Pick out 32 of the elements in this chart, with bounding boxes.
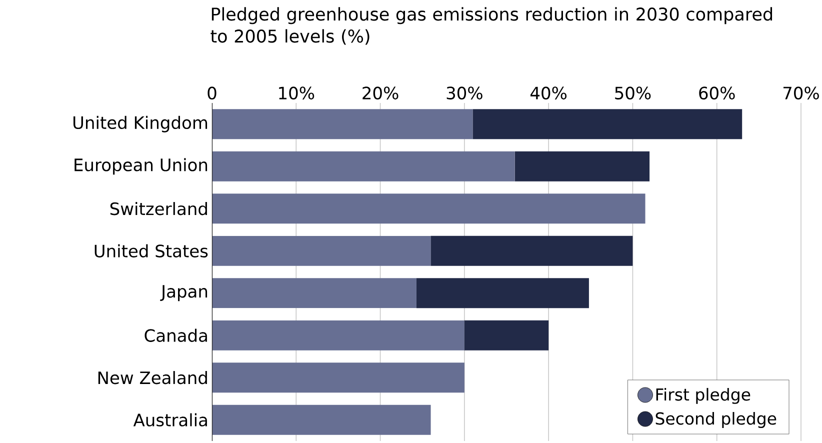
bar [464, 320, 549, 350]
y-tick-label: New Zealand [98, 371, 207, 384]
x-tick-label: 40% [530, 86, 567, 100]
x-tick-label: 50% [615, 86, 651, 100]
bar [212, 278, 416, 308]
bar [212, 404, 431, 435]
x-tick-label: 0 [208, 86, 216, 100]
legend-label: First pledge [656, 388, 750, 404]
x-tick-label: 30% [446, 86, 482, 100]
x-tick-label: 20% [362, 86, 398, 100]
y-tick-label: European Union [74, 158, 208, 175]
y-tick-label: Japan [160, 285, 208, 302]
x-tick-label: 70% [783, 86, 819, 100]
chart-title: Pledged greenhouse gas emissions reduction in 2030 compared to 2005 levels (%) [210, 7, 772, 45]
bar [212, 151, 515, 182]
bar [212, 362, 464, 393]
bar [472, 109, 742, 140]
bar [212, 109, 473, 140]
x-tick-label: 60% [699, 86, 735, 100]
bar [430, 236, 633, 266]
y-tick-label: United States [94, 244, 208, 258]
bar [212, 236, 431, 266]
y-tick-label: Switzerland [110, 202, 207, 216]
x-tick-label: 10% [279, 86, 314, 100]
bar [514, 151, 650, 182]
bar [212, 320, 464, 350]
y-tick-label: United Kingdom [74, 116, 208, 132]
bar [416, 278, 589, 308]
y-tick-label: Canada [144, 328, 207, 342]
y-tick-label: Australia [133, 413, 207, 426]
bar [212, 194, 646, 224]
legend-label: Second pledge [656, 412, 776, 428]
